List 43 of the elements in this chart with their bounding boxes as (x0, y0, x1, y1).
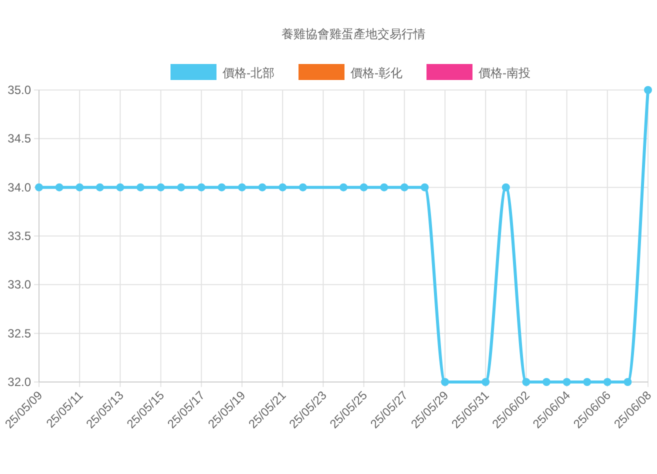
point (96, 183, 104, 192)
y-tick-label: 35.0 (8, 83, 32, 97)
legend-label: 價格-彰化 (350, 66, 402, 80)
point (156, 183, 165, 192)
y-tick-label: 33.5 (8, 229, 32, 243)
legend-label: 價格-南投 (478, 66, 530, 80)
point (482, 378, 490, 386)
legend-item: 價格-彰化 (298, 64, 402, 80)
point (420, 183, 429, 192)
y-tick-label: 32.5 (8, 326, 32, 340)
point (542, 378, 550, 386)
point (238, 183, 246, 192)
point (360, 183, 368, 192)
legend-label: 價格-北部 (222, 66, 274, 80)
point (644, 86, 652, 94)
point (522, 378, 530, 386)
point (55, 183, 64, 192)
y-tick-label: 33.0 (8, 278, 32, 292)
legend-item: 價格-南投 (426, 64, 530, 80)
point (502, 183, 510, 192)
point (197, 183, 206, 192)
point (116, 183, 124, 192)
point (76, 183, 84, 192)
point (603, 378, 612, 386)
point (624, 378, 632, 386)
point (562, 378, 571, 386)
point (136, 183, 144, 192)
y-tick-label: 34.5 (8, 132, 32, 146)
point (380, 183, 388, 192)
point (400, 183, 408, 192)
point (177, 183, 186, 192)
point (35, 183, 43, 192)
point (258, 183, 266, 192)
y-tick-label: 32.0 (8, 375, 32, 389)
point (441, 378, 449, 386)
point (340, 183, 348, 192)
point (218, 183, 226, 192)
point (298, 183, 307, 192)
chart-title: 養雞協會雞蛋產地交易行情 (282, 27, 426, 41)
legend-item: 價格-北部 (170, 64, 274, 80)
y-tick-label: 34.0 (8, 180, 32, 194)
point (583, 378, 592, 386)
point (278, 183, 287, 192)
